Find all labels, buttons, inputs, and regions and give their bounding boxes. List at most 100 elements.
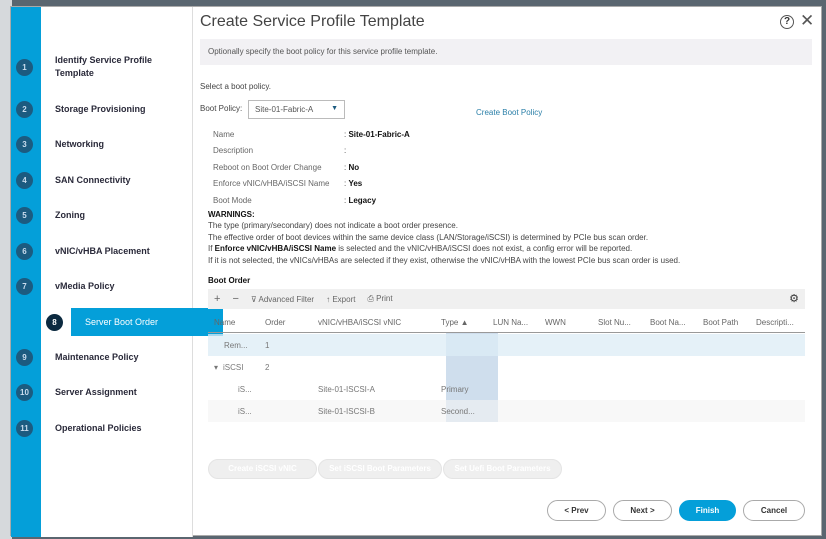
dialog-title: Create Service Profile Template <box>200 13 425 30</box>
boot-order-title: Boot Order <box>208 276 251 285</box>
step-storage[interactable]: 2 Storage Provisioning <box>11 95 193 123</box>
set-iscsi-boot-parameters-button[interactable]: Set iSCSI Boot Parameters <box>318 459 442 479</box>
step-san[interactable]: 4 SAN Connectivity <box>11 166 193 194</box>
table-row[interactable]: ▾ iSCSI 2 <box>208 356 805 378</box>
wizard-steps: 1 Identify Service Profile Template 2 Stor… <box>16 7 223 537</box>
boot-policy-label: Boot Policy: <box>200 104 243 113</box>
prop-label: Reboot on Boot Order Change <box>213 163 322 172</box>
step-vmedia[interactable]: 7 vMedia Policy <box>11 272 193 300</box>
create-service-profile-template-dialog: 1 Identify Service Profile Template 2 Stor… <box>10 6 822 537</box>
prop-value: Legacy <box>348 196 377 205</box>
prev-button[interactable]: < Prev <box>547 500 606 521</box>
warnings-title: WARNINGS: <box>208 210 255 219</box>
colon: : No <box>344 163 360 172</box>
step-server-assignment[interactable]: 10 Server Assignment <box>11 378 193 406</box>
create-boot-policy-link[interactable]: Create Boot Policy <box>476 108 543 117</box>
column-header[interactable]: Order <box>265 318 286 327</box>
step-networking[interactable]: 3 Networking <box>11 130 193 158</box>
label: Advanced Filter <box>258 294 315 304</box>
step-label: Server Assignment <box>55 386 137 397</box>
table-row[interactable]: Rem... 1 <box>208 334 805 356</box>
next-button[interactable]: Next > <box>613 500 672 521</box>
export-icon: ↑ <box>326 294 331 304</box>
step-identify[interactable]: 1 Identify Service Profile Template <box>11 47 193 87</box>
column-header[interactable]: Type ▲ <box>441 318 469 327</box>
text: Enforce vNIC/vHBA/iSCSI Name <box>214 244 337 253</box>
finish-button[interactable]: Finish <box>679 500 736 521</box>
step-placement[interactable]: 6 vNIC/vHBA Placement <box>11 237 193 265</box>
label: Print <box>376 294 393 303</box>
info-banner: Optionally specify the boot policy for t… <box>200 39 812 65</box>
select-value: Site-01-Fabric-A <box>255 105 314 114</box>
step-number: 8 <box>46 313 63 331</box>
cell-order: 2 <box>265 363 270 372</box>
chevron-down-icon: ▼ <box>331 105 338 112</box>
column-header[interactable]: Descripti... <box>756 318 794 327</box>
step-number: 6 <box>16 242 33 260</box>
colon: : Legacy <box>344 196 377 205</box>
set-uefi-boot-parameters-button[interactable]: Set Uefi Boot Parameters <box>443 459 562 479</box>
create-iscsi-vnic-button[interactable]: Create iSCSI vNIC <box>208 459 317 479</box>
step-server-boot-order[interactable]: 8 Server Boot Order <box>46 308 223 336</box>
column-header[interactable]: Slot Nu... <box>598 318 631 327</box>
colon: : <box>344 146 347 155</box>
column-header[interactable]: WWN <box>545 318 566 327</box>
cell-name: iSCSI <box>223 363 244 372</box>
print-icon: ⎙ <box>367 294 374 303</box>
step-number: 3 <box>16 135 33 153</box>
step-label: Operational Policies <box>55 422 142 433</box>
main-content: Create Service Profile Template ? ✕ Opti… <box>194 7 822 537</box>
step-label: Server Boot Order <box>85 316 159 327</box>
prop-value: Site-01-Fabric-A <box>348 130 410 139</box>
expand-caret-icon[interactable]: ▾ <box>214 363 219 372</box>
table-row[interactable]: iS... Site-01-ISCSI-A Primary <box>208 378 805 400</box>
step-label: Maintenance Policy <box>55 351 139 362</box>
prop-label: Description <box>213 146 254 155</box>
step-label: Networking <box>55 138 105 149</box>
prop-label: Enforce vNIC/vHBA/iSCSI Name <box>213 179 330 188</box>
step-number: 5 <box>16 206 33 224</box>
warning-line: If Enforce vNIC/vHBA/iSCSI Name is selec… <box>208 244 632 253</box>
help-icon[interactable]: ? <box>780 15 794 29</box>
column-header[interactable]: Name <box>214 318 236 327</box>
label: Export <box>332 294 356 304</box>
step-maintenance[interactable]: 9 Maintenance Policy <box>11 343 193 371</box>
colon: : Yes <box>344 179 363 188</box>
print-button[interactable]: ⎙ Print <box>367 294 392 304</box>
column-header[interactable]: Boot Na... <box>650 318 686 327</box>
column-header[interactable]: LUN Na... <box>493 318 529 327</box>
table-row[interactable]: iS... Site-01-ISCSI-B Second... <box>208 400 805 422</box>
step-number: 7 <box>16 277 33 295</box>
boot-order-toolbar: + − ⊽ Advanced Filter ↑ Export ⎙ Print ⚙ <box>208 289 805 309</box>
wizard-stripe <box>11 7 41 537</box>
cancel-button[interactable]: Cancel <box>743 500 805 521</box>
prop-label: Name <box>213 130 235 139</box>
boot-policy-select[interactable]: Site-01-Fabric-A ▼ <box>248 100 345 119</box>
step-number: 2 <box>16 100 33 118</box>
add-button[interactable]: + <box>214 293 221 305</box>
export-button[interactable]: ↑ Export <box>326 295 355 304</box>
text: If <box>208 244 215 253</box>
step-number: 4 <box>16 171 33 189</box>
gear-icon[interactable]: ⚙ <box>789 293 799 305</box>
background-window <box>0 0 12 539</box>
step-label: Zoning <box>55 209 85 220</box>
step-number: 9 <box>16 348 33 366</box>
column-header[interactable]: vNIC/vHBA/iSCSI vNIC <box>318 318 402 327</box>
step-number: 10 <box>16 383 33 401</box>
close-icon[interactable]: ✕ <box>800 11 815 30</box>
cell-name: iS... <box>238 407 252 416</box>
step-label: Identify Service Profile Template <box>55 55 153 78</box>
prop-value: Yes <box>348 179 363 188</box>
cell-name: Rem... <box>224 341 248 350</box>
step-operational[interactable]: 11 Operational Policies <box>11 414 193 442</box>
cell-order: 1 <box>265 341 270 350</box>
step-label: vMedia Policy <box>55 280 115 291</box>
step-zoning[interactable]: 5 Zoning <box>11 201 193 229</box>
column-header[interactable]: Boot Path <box>703 318 739 327</box>
remove-button[interactable]: − <box>232 293 239 305</box>
step-number: 1 <box>16 58 33 76</box>
cell-type: Primary <box>441 385 469 394</box>
warning-line: The effective order of boot devices with… <box>208 233 649 242</box>
advanced-filter-button[interactable]: ⊽ Advanced Filter <box>251 295 314 304</box>
